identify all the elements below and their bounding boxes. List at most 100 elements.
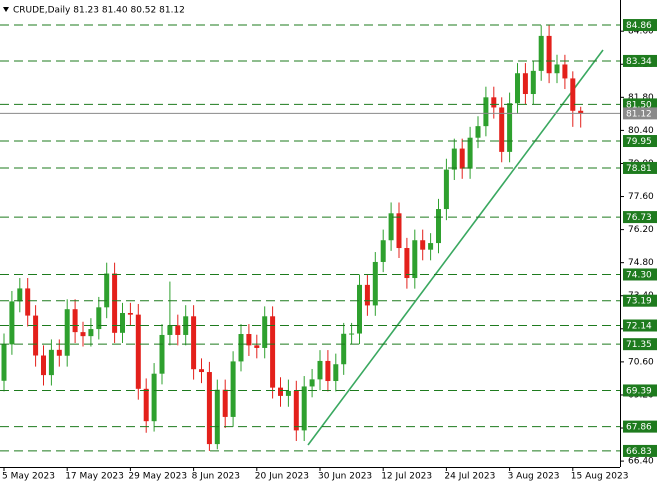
candle-body <box>396 213 402 249</box>
candle-body <box>538 35 544 71</box>
candle-body <box>515 73 520 104</box>
candle-body <box>530 70 536 95</box>
candle-body <box>238 334 244 362</box>
candle-body <box>72 309 78 333</box>
candle-body <box>167 325 173 335</box>
candle-body <box>380 240 386 262</box>
candle-body <box>491 97 497 108</box>
x-tick-label: 29 May 2023 <box>128 472 187 482</box>
level-tag <box>623 211 657 224</box>
level-label: 73.19 <box>626 297 652 307</box>
candle-body <box>388 213 394 241</box>
level-tag <box>623 161 657 174</box>
candle-body <box>1 344 7 381</box>
level-tag <box>623 444 657 457</box>
candle-body <box>285 390 291 396</box>
x-tick-label: 15 Aug 2023 <box>571 472 629 482</box>
candle-body <box>278 387 283 396</box>
level-tag <box>623 19 657 32</box>
current-price-tag <box>623 107 657 120</box>
x-tick-label: 24 Jul 2023 <box>444 472 495 482</box>
candle-body <box>301 386 307 431</box>
candle-body <box>135 314 141 389</box>
candle-body <box>372 261 378 306</box>
candle-body <box>428 243 434 250</box>
candle-body <box>104 273 110 308</box>
level-label: 79.95 <box>626 137 652 147</box>
candle-body <box>175 325 181 335</box>
candle-body <box>443 169 449 210</box>
x-tick-label: 3 Aug 2023 <box>508 472 560 482</box>
candle-body <box>475 126 481 138</box>
level-tag <box>623 420 657 433</box>
candle-body <box>562 64 568 79</box>
x-tick-label: 8 Jun 2023 <box>192 472 240 482</box>
level-label: 84.86 <box>626 21 652 31</box>
candle-body <box>80 332 86 337</box>
candle-body <box>64 309 70 356</box>
candle-body <box>451 148 457 170</box>
candle-body <box>143 388 149 422</box>
y-tick-label: 76.20 <box>628 225 654 235</box>
candle-body <box>420 240 426 250</box>
candle-body <box>570 78 576 111</box>
level-tag <box>623 54 657 67</box>
candle-body <box>357 284 362 334</box>
level-label: 71.35 <box>626 340 652 350</box>
candle-body <box>206 372 212 445</box>
candle-body <box>309 379 315 387</box>
candle-body <box>349 333 355 335</box>
candle-body <box>254 345 260 348</box>
candle-body <box>222 389 228 417</box>
candle-body <box>33 315 39 356</box>
candle-body <box>317 360 323 380</box>
y-tick-label: 84.60 <box>628 27 654 37</box>
candle-body <box>436 209 441 244</box>
candle-body <box>25 288 31 316</box>
candle-body <box>325 360 331 382</box>
candle-body <box>41 355 46 376</box>
level-label: 66.83 <box>626 447 652 457</box>
y-tick-label: 70.60 <box>628 357 654 367</box>
level-label: 78.81 <box>626 164 652 174</box>
y-tick-label: 74.80 <box>628 258 654 268</box>
candle-body <box>270 316 276 388</box>
level-tag <box>623 294 657 307</box>
candle-body <box>112 273 118 333</box>
candle-body <box>9 301 15 345</box>
y-tick-label: 81.80 <box>628 93 654 103</box>
candle-body <box>88 329 94 337</box>
candle-body <box>246 334 252 346</box>
candle-body <box>459 148 465 169</box>
candle-body <box>199 369 204 373</box>
trend-line <box>307 49 604 446</box>
candle-body <box>127 312 133 315</box>
candle-body <box>554 64 560 74</box>
x-tick-label: 5 May 2023 <box>2 472 55 482</box>
level-label: 69.39 <box>626 386 652 396</box>
level-label: 67.86 <box>626 423 652 433</box>
level-tag <box>623 319 657 332</box>
candle-body <box>578 110 584 114</box>
candle-body <box>522 73 528 95</box>
candle-body <box>333 364 339 382</box>
candle-body <box>230 361 236 417</box>
chart-title: CRUDE,Daily 81.23 81.40 80.52 81.12 <box>13 6 185 16</box>
candle-body <box>499 107 505 152</box>
level-tag <box>623 338 657 351</box>
candle-body <box>48 349 54 376</box>
candle-body <box>151 373 157 422</box>
candle-body <box>120 312 125 333</box>
candle-body <box>546 35 552 74</box>
level-label: 76.73 <box>626 213 652 223</box>
x-tick-label: 12 Jul 2023 <box>381 472 432 482</box>
x-tick-label: 30 Jun 2023 <box>318 472 372 482</box>
candle-body <box>191 316 197 370</box>
candle-body <box>293 390 299 431</box>
level-tag <box>623 268 657 281</box>
candle-body <box>159 334 165 374</box>
y-tick-label: 77.60 <box>628 192 654 202</box>
candle-body <box>214 389 220 445</box>
candle-body <box>483 97 489 127</box>
